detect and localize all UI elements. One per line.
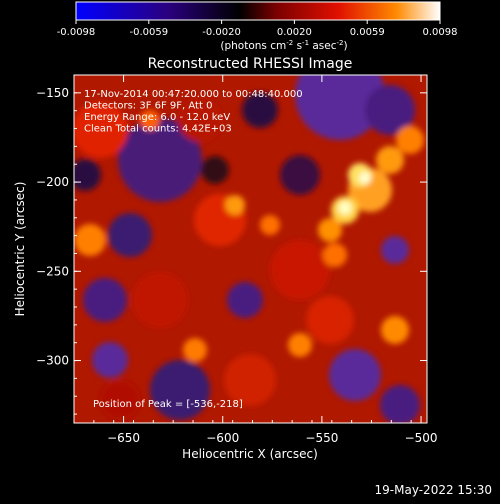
image-blob xyxy=(178,98,222,142)
x-tick-label: −550 xyxy=(305,431,338,445)
image-blob xyxy=(288,333,312,357)
image-blob xyxy=(260,215,280,235)
image-blob xyxy=(150,360,210,420)
image-blob xyxy=(83,278,127,322)
image-blob xyxy=(380,385,420,423)
image-blob xyxy=(280,155,320,195)
image-blob xyxy=(74,159,101,191)
colorbar-tick-label: 0.0020 xyxy=(277,27,312,38)
image-blob xyxy=(108,213,152,257)
observation-info: 17-Nov-2014 00:47:20.000 to 00:48:40.000… xyxy=(84,89,303,135)
rhessi-image xyxy=(74,75,427,423)
image-blob xyxy=(92,342,128,378)
image-blob xyxy=(329,349,381,401)
colorbar-units: (photons cm-2 s-1 asec-2) xyxy=(220,39,347,52)
colorbar-tick-label: 0.0059 xyxy=(350,27,385,38)
y-tick-label: −150 xyxy=(36,86,69,100)
image-blob xyxy=(224,354,276,406)
colorbar-tick-label: -0.0098 xyxy=(57,27,96,38)
image-blob xyxy=(74,102,128,158)
plot-frame xyxy=(73,74,428,424)
info-line: 17-Nov-2014 00:47:20.000 to 00:48:40.000 xyxy=(84,89,303,100)
image-blob xyxy=(227,282,263,318)
image-blob xyxy=(242,92,278,128)
image-blob xyxy=(318,218,342,242)
image-blob xyxy=(225,195,245,215)
image-blob xyxy=(365,85,415,135)
footer-timestamp: 19-May-2022 15:30 xyxy=(375,483,492,497)
x-tick-label: −600 xyxy=(206,431,239,445)
image-blob xyxy=(74,224,106,256)
colorbar-tick-label: -0.0020 xyxy=(202,27,241,38)
image-blob xyxy=(376,146,404,174)
y-axis-ticks: −150 −200 −250 −300 xyxy=(36,74,427,415)
colorbar: -0.0098 -0.0059 -0.0020 0.0020 0.0059 0.0098 … xyxy=(57,1,458,52)
colorbar-tick-label: -0.0059 xyxy=(129,27,168,38)
info-line: Detectors: 3F 6F 9F, Att 0 xyxy=(84,101,212,112)
image-blob xyxy=(100,380,140,420)
peak-position-label: Position of Peak = [-536,-218] xyxy=(93,399,243,410)
image-blob xyxy=(295,75,385,140)
y-axis-label: Heliocentric Y (arcsec) xyxy=(13,182,27,317)
plot-title: Reconstructed RHESSI Image xyxy=(148,56,353,72)
y-tick-label: −300 xyxy=(36,354,69,368)
x-tick-label: −650 xyxy=(107,431,140,445)
info-line: Energy Range: 6.0 - 12.0 keV xyxy=(84,112,230,123)
image-blob xyxy=(338,201,352,215)
y-tick-label: −200 xyxy=(36,175,69,189)
colorbar-ticks: -0.0098 -0.0059 -0.0020 0.0020 0.0059 0.0098 xyxy=(57,20,458,38)
image-blob xyxy=(118,118,202,202)
image-blob xyxy=(396,126,424,154)
image-blob xyxy=(359,172,371,184)
x-axis-label: Heliocentric X (arcsec) xyxy=(182,447,318,461)
x-tick-label: −500 xyxy=(405,431,438,445)
image-blob xyxy=(381,316,409,344)
image-blob xyxy=(270,240,330,300)
info-line: Clean Total counts: 4.42E+03 xyxy=(84,124,232,135)
image-blob xyxy=(140,110,160,130)
y-tick-label: −250 xyxy=(36,264,69,278)
image-blob xyxy=(183,338,207,362)
colorbar-strip xyxy=(75,1,441,21)
image-blob xyxy=(306,296,354,344)
image-blob xyxy=(323,243,347,267)
image-blob xyxy=(381,236,409,264)
x-axis-ticks: −650 −600 −550 −500 xyxy=(73,75,438,445)
image-blob xyxy=(201,156,229,184)
image-blob xyxy=(132,272,188,328)
colorbar-tick-label: 0.0098 xyxy=(423,27,458,38)
